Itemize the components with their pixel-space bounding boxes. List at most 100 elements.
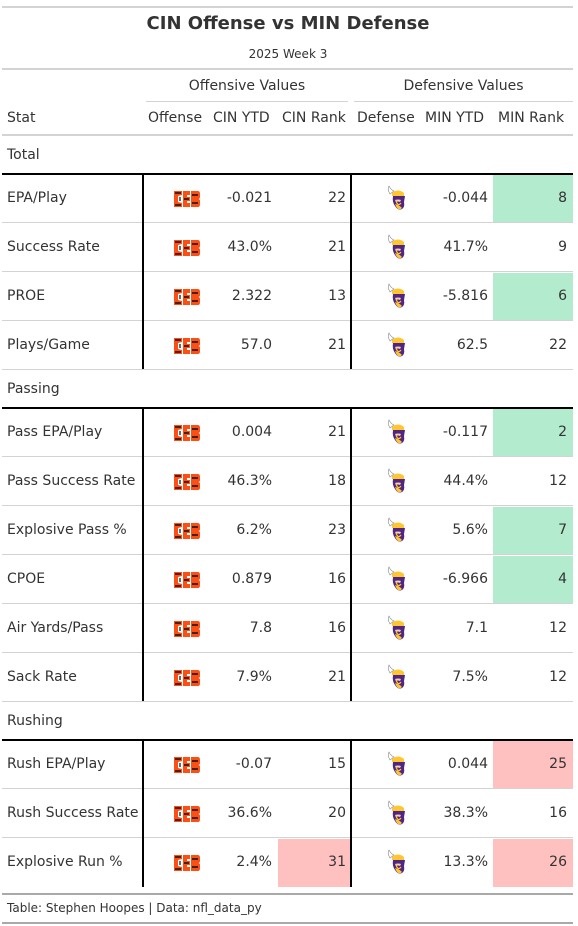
min-rank: 2 (558, 424, 567, 440)
cin-rank: 21 (328, 337, 346, 353)
bengals-logo-icon (174, 669, 200, 686)
row-divider (2, 554, 573, 555)
offense-left-border (142, 408, 144, 702)
cin-ytd: 6.2% (236, 522, 272, 538)
cin-rank: 22 (328, 190, 346, 206)
cin-ytd: -0.07 (235, 756, 272, 772)
min-rank: 26 (549, 854, 567, 870)
row-divider (2, 271, 573, 272)
vikings-logo-icon (387, 565, 405, 591)
min-rank-highlight (493, 273, 573, 321)
cin-rank: 15 (328, 756, 346, 772)
cin-ytd: 2.322 (231, 288, 272, 304)
vikings-logo-icon (387, 614, 405, 640)
colhead-cin-ytd: CIN YTD (213, 110, 270, 126)
vikings-logo-icon (387, 282, 405, 308)
group-top-border (2, 739, 573, 741)
min-rank-highlight (493, 839, 573, 887)
row-divider (2, 456, 573, 457)
colhead-stat: Stat (7, 110, 36, 126)
row-divider (2, 222, 573, 223)
table-subtitle: 2025 Week 3 (248, 47, 328, 61)
min-rank: 12 (549, 669, 567, 685)
min-ytd: 44.4% (443, 473, 488, 489)
cin-rank: 23 (328, 522, 346, 538)
min-ytd: -6.966 (442, 571, 488, 587)
row-divider (2, 505, 573, 506)
cin-rank: 16 (328, 571, 346, 587)
group-label: Passing (7, 381, 60, 397)
stat-name: Success Rate (7, 239, 100, 255)
row-divider (2, 837, 573, 838)
bengals-logo-icon (174, 473, 200, 490)
min-rank: 12 (549, 473, 567, 489)
group-top-border (2, 173, 573, 175)
min-ytd: 5.6% (452, 522, 488, 538)
table-title: CIN Offense vs MIN Defense (146, 13, 430, 34)
colhead-cin-rank: CIN Rank (282, 110, 346, 126)
min-rank: 22 (549, 337, 567, 353)
cin-rank: 21 (328, 424, 346, 440)
stat-name: CPOE (7, 571, 46, 587)
cin-ytd: -0.021 (226, 190, 272, 206)
min-rank: 7 (558, 522, 567, 538)
offense-left-border (142, 174, 144, 370)
vikings-logo-icon (387, 184, 405, 210)
row-divider (2, 788, 573, 789)
cin-rank: 20 (328, 805, 346, 821)
min-ytd: 0.044 (447, 756, 488, 772)
cin-ytd: 7.8 (249, 620, 272, 636)
min-rank-highlight (493, 741, 573, 789)
bengals-logo-icon (174, 424, 200, 441)
group-bottom-divider (2, 701, 573, 702)
cin-rank-highlight (278, 839, 350, 887)
cin-rank: 21 (328, 669, 346, 685)
min-rank-highlight (493, 507, 573, 555)
group-bottom-divider (2, 369, 573, 370)
row-divider (2, 652, 573, 653)
vikings-logo-icon (387, 233, 405, 259)
cin-rank: 31 (328, 854, 346, 870)
cin-ytd: 7.9% (236, 669, 272, 685)
spanner-offensive: Offensive Values (188, 78, 306, 94)
bengals-logo-icon (174, 756, 200, 773)
stat-name: PROE (7, 288, 46, 304)
vikings-logo-icon (387, 467, 405, 493)
vikings-logo-icon (387, 799, 405, 825)
bengals-logo-icon (174, 522, 200, 539)
cin-ytd: 46.3% (227, 473, 272, 489)
cin-ytd: 0.004 (231, 424, 272, 440)
defense-left-border (350, 174, 352, 370)
min-ytd: -0.044 (442, 190, 488, 206)
footer-rule (2, 893, 573, 895)
stat-name: Pass Success Rate (7, 473, 136, 489)
cin-rank: 18 (328, 473, 346, 489)
vikings-logo-icon (387, 418, 405, 444)
min-rank: 6 (558, 288, 567, 304)
cin-ytd: 36.6% (227, 805, 272, 821)
cin-rank: 21 (328, 239, 346, 255)
bottom-rule (2, 922, 573, 924)
cin-ytd: 57.0 (240, 337, 272, 353)
min-ytd: 41.7% (443, 239, 488, 255)
group-label: Rushing (7, 713, 63, 729)
defense-left-border (350, 408, 352, 702)
vikings-logo-icon (387, 516, 405, 542)
stat-name: Pass EPA/Play (7, 424, 103, 440)
vikings-logo-icon (387, 331, 405, 357)
row-divider (2, 603, 573, 604)
source-note: Table: Stephen Hoopes | Data: nfl_data_p… (7, 901, 262, 915)
min-rank: 4 (558, 571, 567, 587)
min-ytd: 13.3% (443, 854, 488, 870)
defense-left-border (350, 740, 352, 887)
min-rank-highlight (493, 556, 573, 604)
stat-name: EPA/Play (7, 190, 67, 206)
colhead-offense: Offense (148, 110, 203, 126)
bengals-logo-icon (174, 337, 200, 354)
row-divider (2, 320, 573, 321)
stat-name: Explosive Pass % (7, 522, 127, 538)
min-ytd: 7.5% (452, 669, 488, 685)
vikings-logo-icon (387, 848, 405, 874)
cin-ytd: 2.4% (236, 854, 272, 870)
header-rule (2, 68, 573, 70)
